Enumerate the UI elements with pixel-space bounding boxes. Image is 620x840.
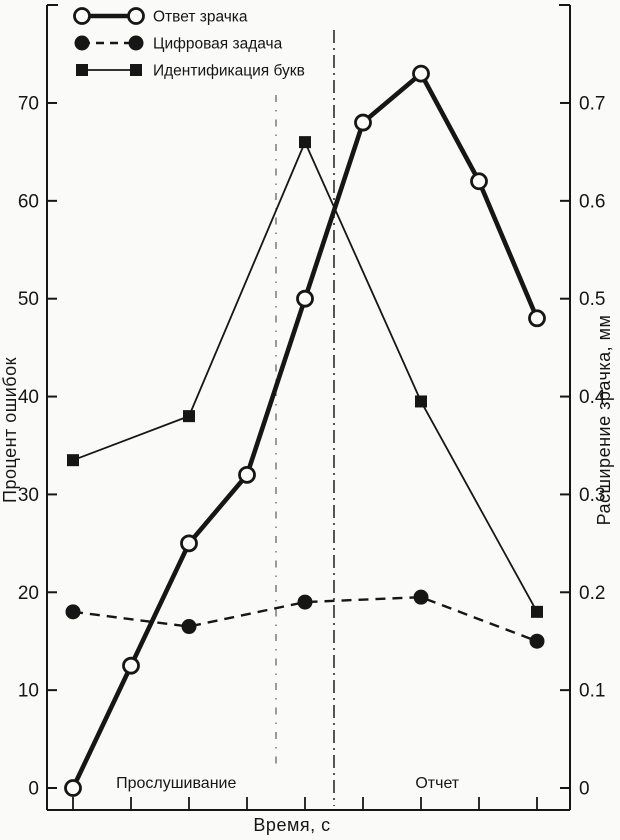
- data-point-open-circle: [296, 289, 314, 308]
- legend-label: Идентификация букв: [153, 63, 305, 80]
- data-point-open-circle: [180, 534, 198, 553]
- y-right-tick-label: 0: [579, 779, 590, 800]
- legend-row: Ответ зрачка: [73, 7, 248, 26]
- y-left-tick-label: 0: [28, 779, 39, 800]
- legend-label: Ответ зрачка: [153, 9, 248, 26]
- y-right-tick-label: 0.4: [579, 387, 606, 408]
- data-point-filled-circle: [297, 594, 313, 610]
- legend-row: Идентификация букв: [76, 63, 305, 80]
- data-point-open-circle: [354, 113, 372, 132]
- data-point-open-circle: [238, 465, 256, 484]
- region-label: Отчет: [415, 775, 459, 792]
- y-left-tick-label: 10: [18, 681, 39, 702]
- data-point-filled-square: [130, 64, 142, 76]
- data-point-open-circle: [412, 64, 430, 83]
- data-point-open-circle: [470, 172, 488, 191]
- y-right-tick-label: 0.7: [579, 93, 605, 114]
- legend: Ответ зрачка Цифровая задача Идентификация…: [73, 7, 305, 80]
- y-left-tick-label: 20: [18, 583, 39, 604]
- y-left-tick-label: 70: [18, 93, 39, 114]
- y-axis-label-left: Процент ошибок: [0, 357, 20, 503]
- data-point-filled-square: [299, 136, 311, 149]
- plot-area: 0 10 20 30 40 50 60 70 0 0.1 0.2 0.3 0.4 0.5 0.6 0.7 Про…: [18, 4, 606, 811]
- data-point-open-circle: [122, 656, 140, 675]
- data-point-open-circle: [528, 309, 546, 328]
- data-point-filled-square: [415, 395, 427, 408]
- data-point-filled-circle: [529, 633, 545, 649]
- series-3: [67, 136, 543, 618]
- y-right-tick-label: 0.2: [579, 583, 605, 604]
- data-point-filled-square: [76, 64, 88, 76]
- y-right-tick-label: 0.5: [579, 289, 605, 310]
- data-point-filled-circle: [128, 35, 144, 51]
- data-point-filled-circle: [74, 35, 90, 51]
- legend-label: Цифровая задача: [153, 36, 283, 53]
- data-point-filled-square: [183, 410, 195, 423]
- y-left-tick-label: 50: [18, 289, 39, 310]
- legend-row: Цифровая задача: [74, 35, 283, 53]
- series-line: [70, 71, 540, 789]
- data-point-open-circle: [73, 7, 91, 25]
- data-point-filled-circle: [181, 619, 197, 635]
- y-right-tick-label: 0.6: [579, 191, 605, 212]
- data-point-filled-square: [67, 454, 79, 467]
- data-point-filled-circle: [65, 604, 81, 620]
- data-point-filled-circle: [413, 589, 429, 605]
- series-line: [72, 141, 538, 613]
- region-label: Прослушивание: [116, 775, 236, 792]
- data-point-open-circle: [64, 779, 82, 797]
- data-point-filled-square: [531, 605, 543, 618]
- data-point-open-circle: [127, 7, 145, 25]
- series-1: [64, 64, 546, 797]
- y-right-tick-label: 0.3: [579, 485, 605, 506]
- series-2: [65, 589, 545, 649]
- x-axis-label: Время, с: [253, 815, 330, 835]
- y-right-tick-label: 0.1: [579, 681, 605, 702]
- axes: [46, 4, 571, 811]
- y-left-tick-label: 40: [18, 387, 39, 408]
- y-left-tick-label: 30: [18, 485, 39, 506]
- y-left-tick-label: 60: [18, 191, 39, 212]
- y-axis-label-right: Расширение зрачка, мм: [594, 315, 614, 526]
